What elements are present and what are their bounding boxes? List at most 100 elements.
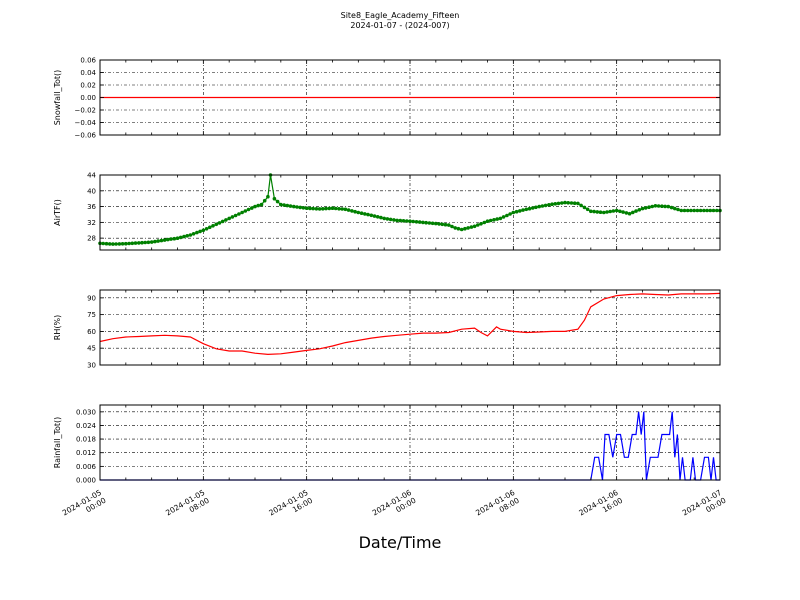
data-point bbox=[656, 204, 661, 208]
data-point bbox=[614, 208, 619, 213]
data-point bbox=[421, 220, 425, 225]
data-point bbox=[304, 206, 309, 210]
data-point bbox=[327, 206, 332, 211]
data-point bbox=[295, 205, 299, 209]
data-point bbox=[188, 233, 193, 237]
data-point bbox=[585, 207, 590, 212]
x-tick-label: 2024-01-0608:00 bbox=[474, 488, 521, 525]
data-point bbox=[382, 216, 387, 221]
data-point bbox=[547, 203, 551, 207]
y-tick-label: 0.030 bbox=[76, 408, 96, 416]
chart-subtitle: 2024-01-07 - (2024-007) bbox=[350, 21, 450, 30]
data-point bbox=[488, 218, 493, 223]
data-point bbox=[227, 216, 231, 221]
y-tick-label: 0.04 bbox=[80, 69, 96, 77]
y-tick-label: 30 bbox=[87, 362, 96, 370]
data-point bbox=[356, 210, 361, 215]
data-point bbox=[598, 210, 603, 214]
data-point bbox=[524, 207, 529, 212]
data-point bbox=[540, 204, 545, 208]
data-point bbox=[534, 205, 538, 210]
data-point bbox=[385, 217, 390, 221]
data-point bbox=[237, 212, 241, 216]
data-point bbox=[162, 238, 167, 242]
panel-2: 28 32 36 40 44 AirTF() bbox=[53, 172, 722, 251]
data-point bbox=[456, 226, 461, 231]
data-point bbox=[543, 203, 548, 208]
data-point bbox=[689, 208, 693, 213]
data-point bbox=[324, 206, 328, 211]
data-point bbox=[191, 232, 196, 236]
x-tick-label: 2024-01-0616:00 bbox=[577, 488, 624, 525]
data-point bbox=[618, 209, 622, 214]
data-point bbox=[243, 209, 248, 213]
data-point bbox=[663, 204, 667, 209]
data-point bbox=[343, 207, 348, 212]
data-point bbox=[637, 208, 642, 212]
panel-3: 30 45 60 75 90 RH(%) bbox=[53, 289, 721, 370]
data-point bbox=[673, 206, 677, 211]
data-point bbox=[595, 210, 600, 214]
data-point bbox=[330, 206, 335, 210]
y-tick-label: −0.04 bbox=[75, 119, 97, 127]
y-axis-label: AirTF() bbox=[53, 199, 62, 226]
data-point bbox=[114, 242, 118, 246]
data-point bbox=[479, 222, 483, 226]
y-axis-label: Snowfall_Tot() bbox=[53, 70, 62, 126]
y-tick-label: 28 bbox=[87, 235, 96, 243]
data-point bbox=[363, 212, 367, 216]
data-point bbox=[211, 224, 215, 228]
data-point bbox=[698, 208, 703, 213]
data-point bbox=[463, 226, 467, 231]
data-point bbox=[375, 215, 380, 219]
data-point bbox=[130, 241, 135, 246]
data-point bbox=[156, 239, 160, 243]
data-point bbox=[133, 241, 138, 245]
data-point bbox=[272, 196, 277, 201]
data-point bbox=[453, 226, 458, 230]
data-point bbox=[366, 212, 370, 217]
data-point bbox=[408, 219, 412, 223]
data-point bbox=[602, 210, 606, 215]
data-point bbox=[308, 206, 312, 211]
y-tick-label: 0.00 bbox=[80, 94, 96, 102]
data-point bbox=[137, 241, 141, 245]
data-point bbox=[676, 207, 680, 212]
y-tick-label: 0.02 bbox=[80, 82, 96, 90]
x-tick-label: 2024-01-0600:00 bbox=[371, 488, 418, 525]
x-tick-label: 2024-01-0516:00 bbox=[267, 488, 314, 525]
panel-1: −0.06 −0.04 −0.02 0.00 0.02 0.04 0.06 Snowfall_… bbox=[53, 57, 721, 140]
data-point bbox=[166, 237, 170, 242]
data-point bbox=[605, 210, 609, 214]
data-point bbox=[566, 201, 570, 205]
data-point bbox=[395, 218, 399, 223]
data-point bbox=[288, 204, 293, 208]
data-point bbox=[388, 217, 393, 222]
panel-4: 0.000 0.006 0.012 0.018 0.024 0.030 Rainfall_T… bbox=[53, 404, 721, 485]
data-point bbox=[440, 222, 445, 227]
data-point bbox=[159, 238, 164, 243]
data-point bbox=[107, 242, 112, 246]
data-point bbox=[414, 220, 419, 224]
data-point bbox=[447, 223, 451, 227]
data-point bbox=[372, 214, 377, 218]
data-point bbox=[337, 207, 341, 211]
y-tick-label: 0.000 bbox=[76, 477, 96, 485]
data-point bbox=[146, 240, 151, 245]
data-point bbox=[563, 200, 567, 205]
data-point bbox=[621, 210, 625, 214]
data-point bbox=[650, 204, 654, 209]
data-point bbox=[182, 234, 186, 239]
data-point bbox=[262, 198, 267, 203]
data-point bbox=[521, 208, 525, 212]
data-point bbox=[556, 201, 561, 206]
data-point bbox=[472, 224, 477, 229]
data-point bbox=[172, 236, 177, 241]
data-point bbox=[317, 207, 322, 211]
data-point bbox=[405, 219, 409, 223]
data-point bbox=[537, 204, 541, 209]
y-tick-label: 0.012 bbox=[76, 449, 96, 457]
data-point bbox=[640, 206, 645, 211]
y-tick-label: 90 bbox=[87, 294, 96, 302]
